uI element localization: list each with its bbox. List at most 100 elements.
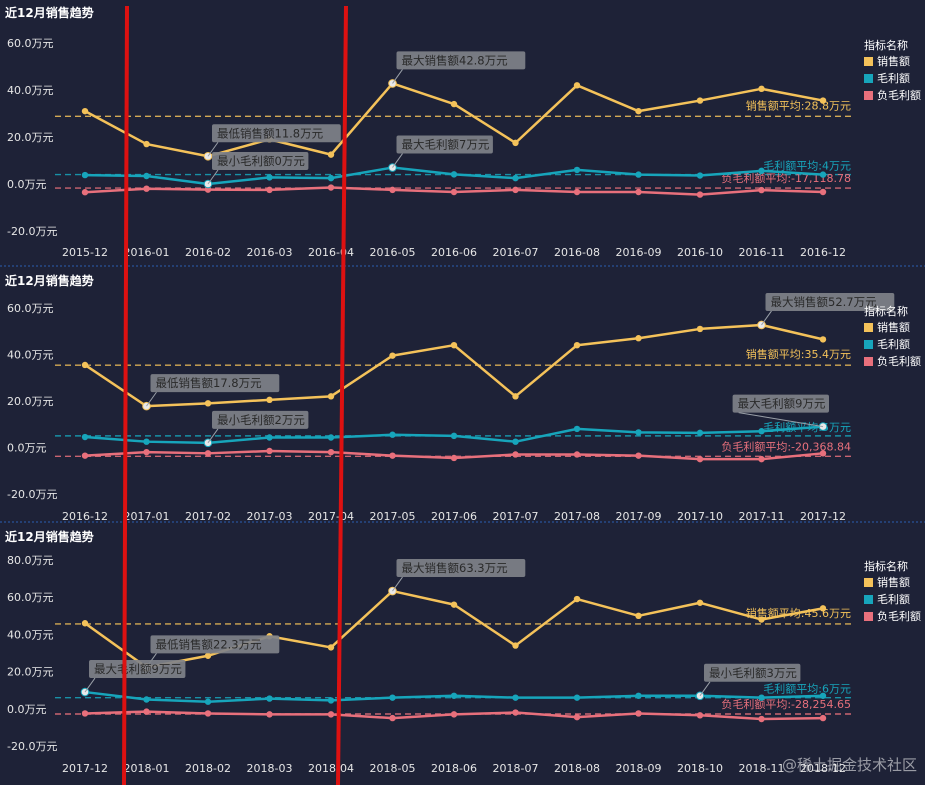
data-point[interactable] <box>819 692 827 699</box>
data-point[interactable] <box>266 186 273 194</box>
data-point[interactable] <box>635 429 642 436</box>
data-point[interactable] <box>143 708 150 715</box>
data-point[interactable] <box>450 171 458 178</box>
data-point[interactable] <box>81 452 89 459</box>
data-point[interactable] <box>696 97 704 104</box>
data-point[interactable] <box>143 448 150 456</box>
data-point[interactable] <box>389 431 396 438</box>
legend-swatch[interactable] <box>864 357 873 366</box>
data-point[interactable] <box>573 188 581 196</box>
data-point[interactable] <box>204 652 212 659</box>
data-point[interactable] <box>819 605 827 612</box>
data-point[interactable] <box>81 361 89 369</box>
legend-swatch[interactable] <box>864 612 873 621</box>
legend-swatch[interactable] <box>864 578 873 587</box>
data-point[interactable] <box>758 186 765 194</box>
data-point[interactable] <box>635 452 642 459</box>
data-point[interactable] <box>450 342 458 349</box>
data-point[interactable] <box>696 599 704 606</box>
legend-swatch[interactable] <box>864 595 873 604</box>
data-point[interactable] <box>81 107 89 115</box>
data-point[interactable] <box>450 711 458 718</box>
data-point[interactable] <box>512 438 519 445</box>
data-point[interactable] <box>266 711 273 718</box>
data-point[interactable] <box>81 433 89 441</box>
data-point[interactable] <box>512 642 519 649</box>
data-point[interactable] <box>819 97 827 104</box>
data-point[interactable] <box>204 186 212 193</box>
data-point[interactable] <box>819 171 827 178</box>
data-point[interactable] <box>327 184 335 191</box>
data-point[interactable] <box>512 139 519 147</box>
data-point[interactable] <box>389 186 396 194</box>
data-point[interactable] <box>635 335 642 342</box>
data-point[interactable] <box>819 336 827 343</box>
data-point[interactable] <box>266 447 273 455</box>
data-point[interactable] <box>819 188 827 196</box>
data-point[interactable] <box>204 710 212 717</box>
data-point[interactable] <box>450 692 458 699</box>
data-point[interactable] <box>512 709 519 716</box>
data-point[interactable] <box>635 188 642 196</box>
data-point[interactable] <box>266 396 273 404</box>
data-point[interactable] <box>450 454 458 462</box>
data-point[interactable] <box>389 352 396 359</box>
data-point[interactable] <box>758 694 765 701</box>
data-point[interactable] <box>696 455 704 463</box>
data-point[interactable] <box>143 696 150 703</box>
data-point[interactable] <box>635 612 642 619</box>
data-point[interactable] <box>450 188 458 196</box>
data-point[interactable] <box>758 85 765 93</box>
data-point[interactable] <box>450 100 458 108</box>
data-point[interactable] <box>143 140 150 148</box>
data-point[interactable] <box>81 710 89 717</box>
data-point[interactable] <box>758 715 765 723</box>
data-point[interactable] <box>635 171 642 178</box>
legend-swatch[interactable] <box>864 340 873 349</box>
data-point[interactable] <box>573 451 581 458</box>
data-point[interactable] <box>450 601 458 608</box>
data-point[interactable] <box>450 432 458 440</box>
data-point[interactable] <box>203 438 213 448</box>
legend-swatch[interactable] <box>864 74 873 83</box>
data-point[interactable] <box>327 697 335 704</box>
data-point[interactable] <box>512 186 519 194</box>
legend-swatch[interactable] <box>864 57 873 66</box>
data-point[interactable] <box>696 712 704 719</box>
data-point[interactable] <box>512 694 519 701</box>
data-point[interactable] <box>757 320 766 330</box>
data-point[interactable] <box>573 713 581 721</box>
data-point[interactable] <box>389 714 396 722</box>
data-point[interactable] <box>512 174 519 182</box>
data-point[interactable] <box>573 694 581 701</box>
data-point[interactable] <box>512 393 519 400</box>
data-point[interactable] <box>635 710 642 717</box>
data-point[interactable] <box>758 455 765 463</box>
data-point[interactable] <box>327 393 335 400</box>
data-point[interactable] <box>758 167 765 175</box>
data-point[interactable] <box>819 714 827 722</box>
data-point[interactable] <box>512 451 519 458</box>
legend-swatch[interactable] <box>864 91 873 100</box>
data-point[interactable] <box>696 172 704 179</box>
data-point[interactable] <box>573 342 581 349</box>
data-point[interactable] <box>389 452 396 459</box>
data-point[interactable] <box>204 400 212 407</box>
data-point[interactable] <box>758 428 765 435</box>
data-point[interactable] <box>327 174 335 182</box>
data-point[interactable] <box>758 616 765 623</box>
data-point[interactable] <box>81 620 89 627</box>
data-point[interactable] <box>696 429 704 437</box>
data-point[interactable] <box>573 82 581 89</box>
data-point[interactable] <box>327 151 335 158</box>
data-point[interactable] <box>143 438 150 445</box>
data-point[interactable] <box>327 448 335 456</box>
data-point[interactable] <box>327 644 335 651</box>
data-point[interactable] <box>81 171 89 179</box>
data-point[interactable] <box>696 325 704 333</box>
legend-swatch[interactable] <box>864 323 873 332</box>
data-point[interactable] <box>327 711 335 718</box>
data-point[interactable] <box>266 174 273 181</box>
data-point[interactable] <box>266 695 273 702</box>
data-point[interactable] <box>204 698 212 705</box>
